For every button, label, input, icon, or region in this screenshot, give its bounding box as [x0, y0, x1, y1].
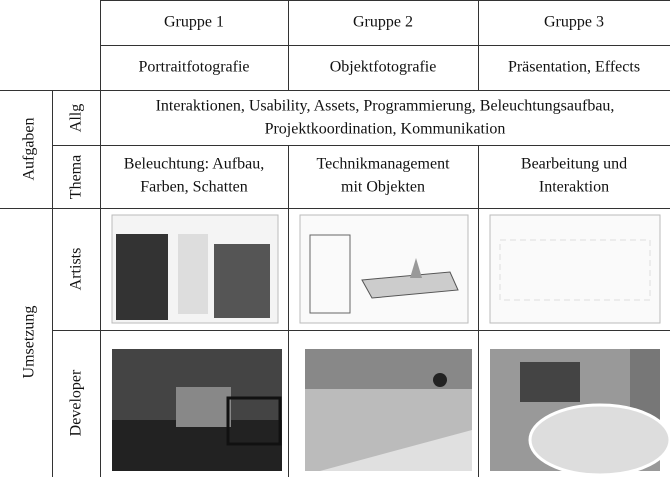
developer-image [490, 349, 670, 477]
group-header: Gruppe 2 [353, 14, 413, 31]
section-label: Aufgaben [21, 117, 38, 180]
row-label: Developer [68, 369, 85, 436]
developer-image [112, 349, 282, 471]
row-label: Allg [68, 104, 85, 132]
cell-text: Beleuchtung: Aufbau, [124, 156, 264, 173]
artist-image [111, 214, 279, 324]
row-label: Artists [68, 248, 85, 291]
group-header: Gruppe 3 [544, 14, 604, 31]
cell-text: mit Objekten [341, 179, 425, 196]
cell-text: Interaktion [539, 179, 609, 196]
cell-text: Projektkoordination, Kommunikation [265, 121, 506, 138]
topic-header: Präsentation, Effects [508, 59, 640, 76]
artist-image [489, 214, 661, 324]
cell-text: Bearbeitung und [521, 156, 627, 173]
developer-image [305, 349, 472, 471]
artist-image [299, 214, 469, 324]
row-label: Thema [68, 155, 85, 199]
section-label: Umsetzung [21, 306, 38, 379]
cell-text: Interaktionen, Usability, Assets, Progra… [156, 98, 615, 115]
topic-header: Portraitfotografie [138, 59, 249, 76]
cell-text: Farben, Schatten [140, 179, 248, 196]
topic-header: Objektfotografie [330, 59, 437, 76]
cell-text: Technikmanagement [316, 156, 450, 173]
group-header: Gruppe 1 [164, 14, 224, 31]
